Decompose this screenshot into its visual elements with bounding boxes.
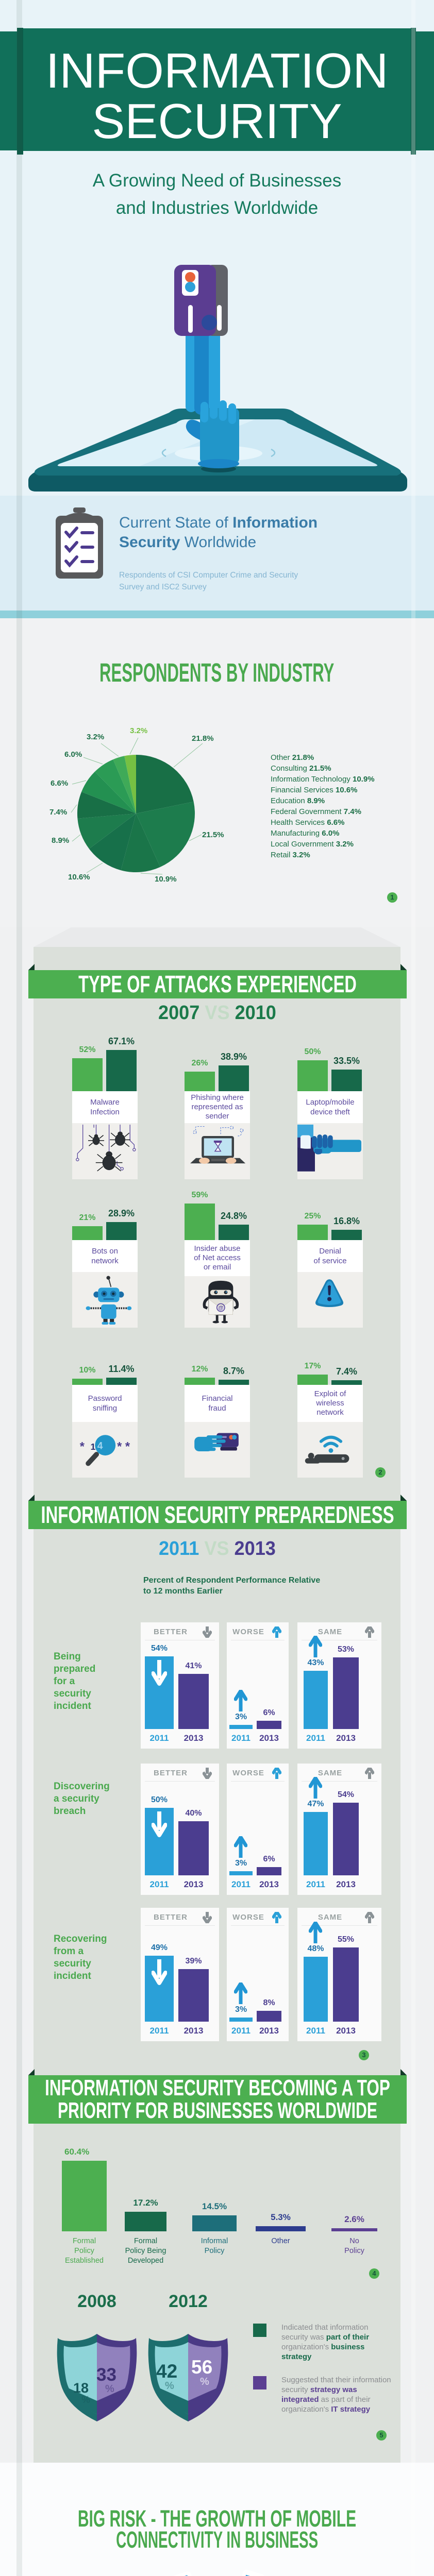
svg-text:*: * <box>80 1440 85 1453</box>
svg-text:4: 4 <box>97 1441 103 1452</box>
svg-text:1: 1 <box>90 1442 95 1452</box>
svg-text:* *: * * <box>117 1440 130 1453</box>
svg-text:@: @ <box>218 1305 224 1311</box>
